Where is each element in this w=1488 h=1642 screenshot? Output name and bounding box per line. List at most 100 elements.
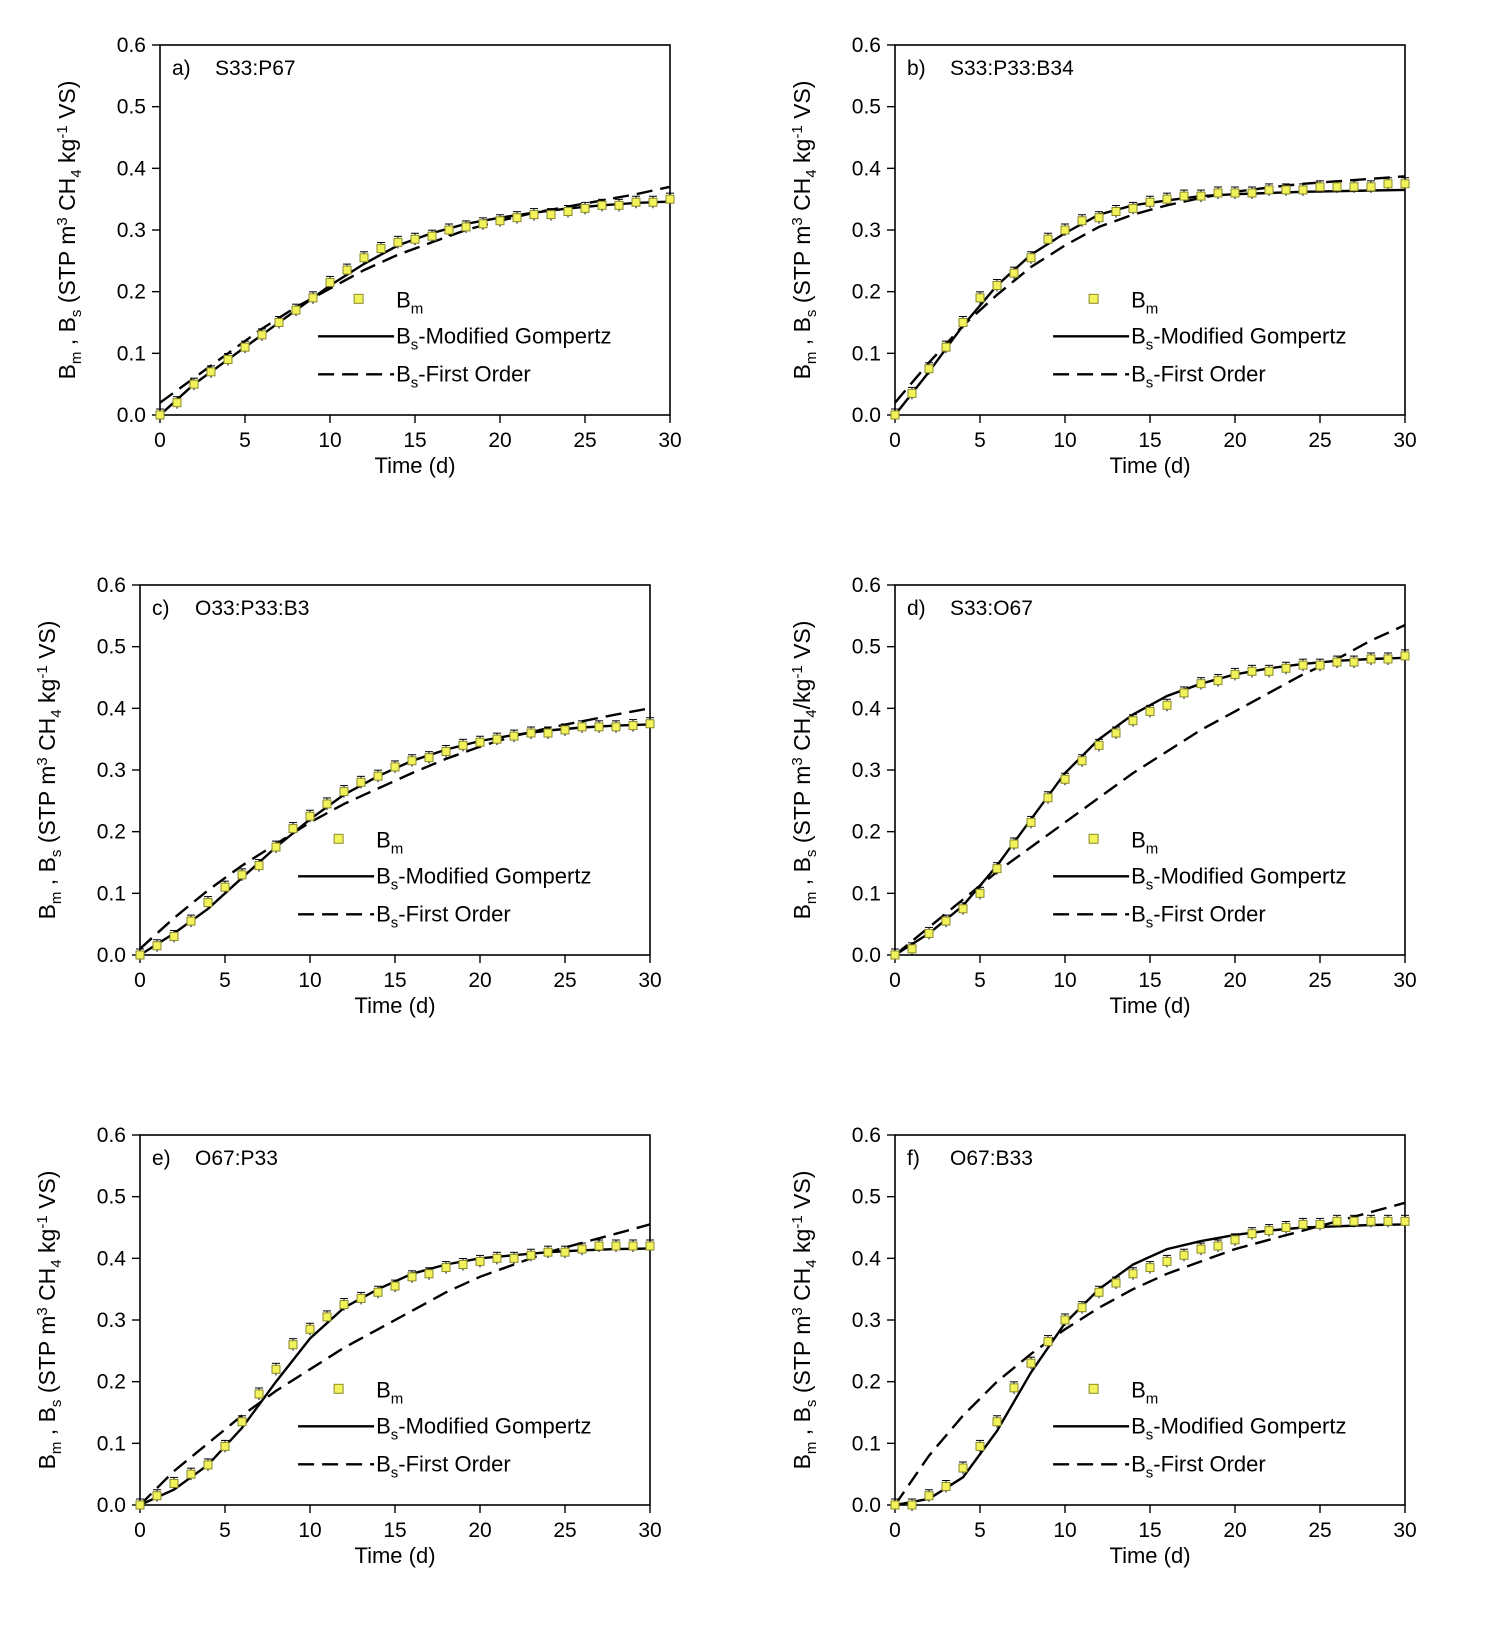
y-tick-label: 0.2 [97,1371,126,1394]
bm-data-point [907,388,917,398]
bm-data-point [155,410,165,420]
bm-data-point [645,1241,655,1251]
bm-data-point [271,842,281,852]
bm-data-point [1162,194,1172,204]
x-tick-label: 5 [974,429,986,452]
bm-data-point [577,722,587,732]
x-tick-label: 25 [1308,429,1331,452]
y-axis-label: Bm , Bs (STP m3 CH4 kg-1 VS) [34,621,65,920]
bm-data-point [577,1244,587,1254]
x-tick-label: 20 [468,969,491,992]
y-tick-label: 0.1 [852,342,881,365]
x-tick-label: 5 [239,429,251,452]
bm-data-point [424,753,434,763]
x-tick-label: 20 [1223,969,1246,992]
y-tick-label: 0.0 [852,404,881,427]
y-tick-label: 0.5 [852,636,881,659]
bm-data-point [526,1250,536,1260]
bm-data-point [1230,669,1240,679]
bm-data-point [890,410,900,420]
y-tick-label: 0.2 [852,281,881,304]
y-axis-label: Bm , Bs (STP m3 CH4/kg-1 VS) [789,621,820,920]
y-tick-label: 0.3 [97,1309,126,1332]
bm-data-point [526,728,536,738]
legend-bm-marker [333,833,344,844]
bm-data-point [444,225,454,235]
bm-data-point [1332,657,1342,667]
legend-bm-label: Bm [376,827,403,857]
x-tick-label: 0 [134,969,146,992]
bm-data-point [1162,1256,1172,1266]
bm-data-point [1349,182,1359,192]
bm-data-point [152,1491,162,1501]
bm-data-point [1026,1358,1036,1368]
bm-data-point [1128,1269,1138,1279]
bm-data-point [1281,663,1291,673]
bm-data-point [941,342,951,352]
y-tick-label: 0.6 [852,34,881,57]
bm-data-point [1366,182,1376,192]
bm-data-point [424,1269,434,1279]
panel-title: S33:P33:B34 [950,57,1074,80]
x-axis-label: Time (d) [1109,993,1190,1018]
legend-gompertz-label: Bs-Modified Gompertz [1131,1413,1346,1443]
bm-data-point [1332,182,1342,192]
bm-data-point [288,824,298,834]
bm-data-point [1026,817,1036,827]
bm-data-point [1196,191,1206,201]
x-tick-label: 30 [1393,1519,1416,1542]
x-tick-label: 30 [1393,429,1416,452]
legend-gompertz-label: Bs-Modified Gompertz [396,323,611,353]
bm-data-point [305,1324,315,1334]
bm-data-point [529,210,539,220]
bm-data-point [1145,197,1155,207]
x-tick-label: 25 [1308,1519,1331,1542]
x-tick-label: 30 [1393,969,1416,992]
x-tick-label: 25 [553,1519,576,1542]
bm-data-point [254,1389,264,1399]
legend-first-order-label: Bs-First Order [376,901,511,931]
bm-data-point [223,355,233,364]
bm-data-point [1111,207,1121,216]
bm-data-point [1179,688,1189,698]
bm-data-point [958,1463,968,1473]
bm-data-point [203,1460,213,1470]
y-tick-label: 0.5 [852,1186,881,1209]
bm-data-point [1145,1263,1155,1273]
legend-bm-marker [353,293,364,304]
x-tick-label: 25 [1308,969,1331,992]
bm-data-point [1009,839,1019,849]
legend-first-order-label: Bs-First Order [396,361,531,391]
x-tick-label: 0 [889,1519,901,1542]
legend-bm-marker [333,1383,344,1394]
y-tick-label: 0.1 [97,1432,126,1455]
y-tick-label: 0.1 [117,342,146,365]
x-tick-label: 15 [383,969,406,992]
bm-data-point [1247,666,1257,676]
plot-frame [894,44,1406,416]
bm-data-point [220,1441,230,1451]
bm-data-point [1230,188,1240,198]
bm-data-point [628,1241,638,1251]
x-tick-label: 10 [318,429,341,452]
legend-bm-marker [1088,1383,1099,1394]
bm-data-point [645,719,655,729]
y-tick-label: 0.2 [852,821,881,844]
panel-c: 0.0 0.1 0.2 0.3 0.4 0.5 0.6 0 5 10 15 20 25 30 Time (d… [0,560,700,1080]
bm-data-point [890,1500,900,1510]
x-tick-label: 0 [134,1519,146,1542]
bm-data-point [475,1256,485,1266]
bm-data-point [580,203,590,213]
bm-data-point [152,941,162,951]
bm-data-point [1043,234,1053,244]
panel-title: S33:O67 [950,597,1033,620]
bm-data-point [1298,1219,1308,1229]
y-tick-label: 0.2 [117,281,146,304]
bm-data-point [237,1417,247,1427]
bm-data-point [563,207,573,216]
y-tick-label: 0.4 [852,1247,882,1270]
bm-data-point [975,293,985,303]
bm-data-point [1366,654,1376,664]
chart-a: 0.0 0.1 0.2 0.3 0.4 0.5 0.6 0 5 10 15 20 25 30 Time (d… [54,34,682,478]
bm-data-point [1247,1229,1257,1239]
